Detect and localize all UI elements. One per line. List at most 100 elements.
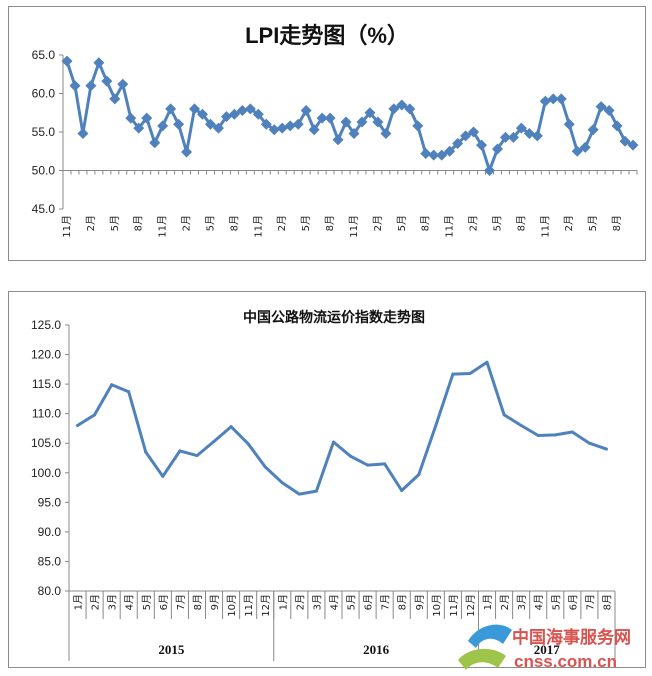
x-tick-label: 3月: [107, 594, 119, 610]
data-point-marker: [611, 120, 623, 132]
data-point-marker: [300, 104, 312, 116]
data-point-marker: [268, 124, 280, 136]
x-tick-label: 4月: [124, 594, 136, 610]
year-label: 2017: [534, 642, 561, 657]
x-tick-label: 2月: [90, 594, 102, 610]
x-tick-label: 11月: [157, 215, 169, 238]
data-point-marker: [220, 111, 232, 123]
data-point-marker: [539, 95, 551, 107]
x-tick-label: 11月: [539, 215, 551, 238]
data-point-marker: [69, 80, 81, 92]
y-tick-label: 125.0: [31, 318, 61, 332]
chart-title: 中国公路物流运价指数走势图: [243, 309, 425, 326]
x-tick-label: 8月: [192, 594, 204, 610]
data-point: [314, 489, 318, 493]
x-tick-label: 10月: [431, 594, 443, 617]
data-point-marker: [452, 138, 464, 150]
data-point-marker: [388, 103, 400, 115]
data-point-marker: [244, 103, 256, 115]
data-point-marker: [197, 108, 209, 120]
year-label: 2015: [158, 642, 185, 657]
data-point-marker: [181, 146, 193, 158]
data-point-marker: [364, 107, 376, 119]
data-point-marker: [308, 124, 320, 136]
data-point-marker: [531, 130, 543, 142]
y-tick-label: 95.0: [38, 495, 62, 509]
x-tick-label: 7月: [584, 594, 596, 610]
x-tick-label: 11月: [444, 215, 456, 238]
x-tick-label: 12月: [260, 594, 272, 617]
data-point-marker: [356, 116, 368, 128]
data-point-marker: [284, 120, 296, 132]
data-point-marker: [252, 108, 264, 120]
y-tick-label: 65.0: [32, 48, 56, 62]
y-tick-label: 45.0: [32, 202, 56, 216]
x-tick-label: 7月: [175, 594, 187, 610]
x-tick-label: 6月: [158, 594, 170, 610]
x-tick-label: 9月: [209, 594, 221, 610]
x-tick-label: 12月: [465, 594, 477, 617]
data-point-marker: [547, 93, 559, 105]
x-tick-label: 5月: [587, 215, 599, 231]
data-point-marker: [420, 148, 432, 160]
x-tick-label: 11月: [448, 594, 460, 617]
x-tick-label: 2月: [276, 215, 288, 231]
y-tick-label: 105.0: [31, 436, 61, 450]
x-tick-label: 2月: [468, 215, 480, 231]
x-tick-label: 5月: [396, 215, 408, 231]
y-tick-label: 85.0: [38, 554, 62, 568]
data-point-marker: [428, 149, 440, 161]
data-point: [331, 440, 335, 444]
x-tick-label: 2月: [181, 215, 193, 231]
data-point: [366, 463, 370, 467]
data-point-marker: [77, 128, 89, 140]
x-tick-label: 10月: [226, 594, 238, 617]
x-tick-label: 1月: [482, 594, 494, 610]
data-point-marker: [173, 118, 185, 130]
data-point-marker: [404, 103, 416, 115]
data-point: [451, 372, 455, 376]
data-point: [229, 425, 233, 429]
data-point-marker: [236, 104, 248, 116]
data-point-marker: [444, 145, 456, 157]
freight-index-chart-panel: 中国公路物流运价指数走势图 125.0 120.0 115.0 110.0 105.0 10…: [8, 291, 646, 668]
data-point: [110, 383, 114, 387]
data-point-marker: [460, 130, 472, 142]
data-point: [263, 465, 267, 469]
x-tick-label: 3月: [516, 594, 528, 610]
data-point-marker: [587, 124, 599, 136]
x-tick-label: 4月: [533, 594, 545, 610]
x-tick-label: 11月: [61, 215, 73, 238]
x-tick-label: 8月: [324, 215, 336, 231]
x-tick-label: 11月: [252, 215, 264, 238]
data-point: [280, 481, 284, 485]
x-tick-label: 9月: [414, 594, 426, 610]
x-tick-label: 2月: [372, 215, 384, 231]
data-point-marker: [412, 120, 424, 132]
x-tick-label: 2月: [294, 594, 306, 610]
x-tick-label: 6月: [363, 594, 375, 610]
data-point: [383, 462, 387, 466]
data-point-marker: [468, 126, 480, 138]
x-tick-label: 8月: [420, 215, 432, 231]
data-point: [536, 434, 540, 438]
x-tick-label: 3月: [311, 594, 323, 610]
y-tick-label: 90.0: [38, 525, 62, 539]
data-point-marker: [157, 120, 169, 132]
data-point: [587, 441, 591, 445]
data-point-marker: [141, 112, 153, 124]
x-tick-label: 2月: [499, 594, 511, 610]
y-tick-label: 120.0: [31, 348, 61, 362]
data-point-marker: [619, 135, 631, 147]
data-point-marker: [523, 128, 535, 140]
x-tick-label: 1月: [277, 594, 289, 610]
x-tick-label: 2月: [563, 215, 575, 231]
data-point: [604, 447, 608, 451]
data-point: [553, 433, 557, 437]
lpi-chart-panel: LPI走势图（%） 65.0 60.0 55.0 50.0 45.0 11月 2月 5月 8月 11…: [8, 6, 646, 261]
x-tick-label: 5月: [300, 215, 312, 231]
series-line: [65, 60, 634, 172]
y-tick-label: 60.0: [32, 87, 56, 101]
data-point-marker: [380, 128, 392, 140]
x-tick-label: 1月: [73, 594, 85, 610]
